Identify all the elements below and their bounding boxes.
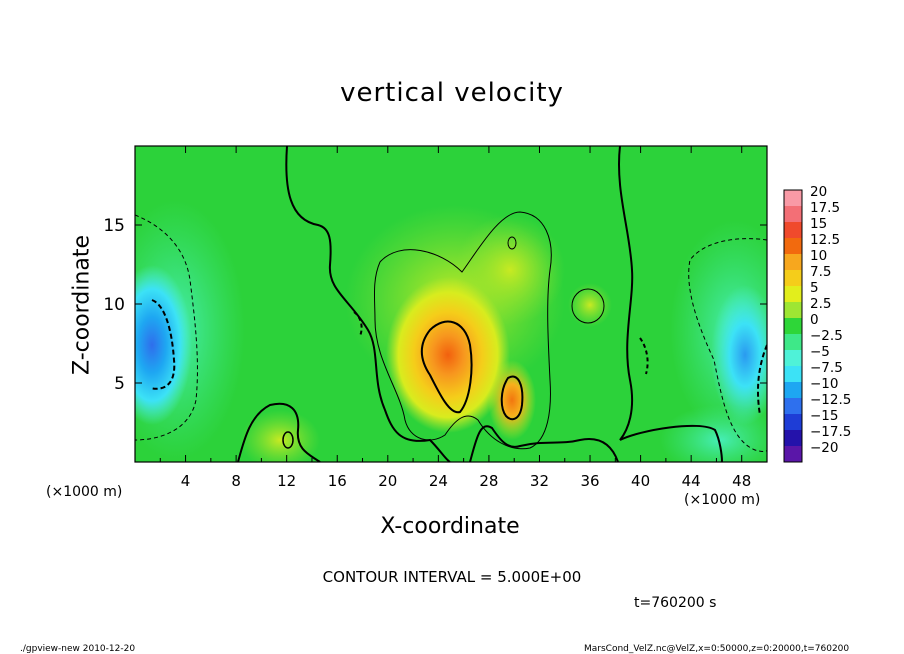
colorbar-swatch	[784, 382, 802, 399]
colorbar: 2017.51512.5107.552.50−2.5−5−7.5−10−12.5…	[783, 184, 851, 463]
colorbar-swatch	[784, 414, 802, 431]
colorbar-swatch	[784, 222, 802, 239]
colorbar-swatch	[784, 190, 802, 207]
contour-interval-label: CONTOUR INTERVAL = 5.000E+00	[322, 568, 582, 586]
colorbar-swatch	[784, 238, 802, 255]
downdraft-core-left	[135, 265, 192, 425]
colorbar-swatch	[784, 318, 802, 335]
time-label: t=760200 s	[634, 595, 717, 611]
warm-region-left-bottom	[240, 410, 320, 462]
contour-minus5-right	[688, 238, 767, 452]
contour-minus10-left	[149, 299, 176, 390]
colorbar-swatch	[784, 302, 802, 319]
x-axis-label: X-coordinate	[380, 514, 520, 539]
contour-five-small	[571, 288, 605, 324]
chart-title: vertical velocity	[340, 78, 564, 108]
colorbar-label: −20	[810, 440, 839, 456]
x-tick-label: 12	[277, 472, 296, 490]
colorbar-label: 17.5	[810, 200, 840, 216]
y-tick-label: 15	[103, 216, 125, 236]
x-unit-label-right: (×1000 m)	[684, 492, 761, 508]
x-tick-label: 48	[732, 472, 751, 490]
downdraft-core-right	[711, 285, 767, 425]
colorbar-swatch	[784, 430, 802, 447]
colorbar-label: 15	[810, 216, 827, 232]
colorbar-swatch	[784, 366, 802, 383]
colorbar-label: 12.5	[810, 232, 840, 248]
y-tick-label: 10	[103, 295, 125, 315]
colorbar-label: −10	[810, 376, 839, 392]
colorbar-label: 5	[810, 280, 819, 296]
x-unit-label-left: (×1000 m)	[46, 484, 123, 500]
footer-program-info: ./gpview-new 2010-12-20	[20, 644, 136, 654]
x-tick-label: 40	[631, 472, 650, 490]
x-tick-label: 20	[378, 472, 397, 490]
y-axis-ticks: 5 10 15	[103, 216, 767, 394]
colorbar-swatch	[784, 270, 802, 287]
colorbar-label: −12.5	[810, 392, 851, 408]
colorbar-label: −5	[810, 344, 830, 360]
colorbar-swatch	[784, 446, 802, 463]
colorbar-label: −2.5	[810, 328, 843, 344]
x-tick-label: 16	[328, 472, 347, 490]
colorbar-swatch	[784, 206, 802, 223]
colorbar-swatch	[784, 254, 802, 271]
colorbar-frame	[783, 189, 803, 463]
updraft-core-main	[386, 277, 510, 433]
contour-zero-small-left	[282, 431, 294, 449]
x-tick-label: 28	[479, 472, 498, 490]
contour-minus5-left	[135, 214, 198, 441]
colorbar-label: −15	[810, 408, 839, 424]
footer-data-source: MarsCond_VelZ.nc@VelZ,x=0:50000,z=0:2000…	[584, 644, 850, 654]
colorbar-swatch	[784, 334, 802, 351]
updraft-core-secondary	[488, 360, 536, 440]
colorbar-label: 7.5	[810, 264, 831, 280]
x-tick-label: 24	[429, 472, 448, 490]
x-tick-label: 44	[682, 472, 701, 490]
contour-zero-bottom-left	[237, 402, 321, 462]
colorbar-swatch	[784, 286, 802, 303]
contour-lines	[135, 146, 767, 462]
x-tick-label: 8	[231, 472, 241, 490]
colorbar-swatch	[784, 350, 802, 367]
colorbar-label: 2.5	[810, 296, 831, 312]
colorbar-label: −17.5	[810, 424, 851, 440]
contour-zero-dashes-left	[353, 311, 363, 337]
y-axis-label: Z-coordinate	[69, 235, 95, 375]
colorbar-swatch	[784, 398, 802, 415]
x-tick-label: 32	[530, 472, 549, 490]
colorbar-label: 0	[810, 312, 819, 328]
x-tick-label: 4	[181, 472, 191, 490]
x-tick-label: 36	[580, 472, 599, 490]
contour-zero-dashes-right	[639, 337, 649, 375]
contour-five	[373, 211, 552, 450]
contour-five-tiny	[507, 236, 517, 250]
y-tick-label: 5	[114, 374, 125, 394]
contour-ten-main	[420, 320, 473, 414]
contour-zero-right	[618, 146, 723, 462]
colorbar-label: 10	[810, 248, 827, 264]
x-axis-ticks: 4 8 12 16 20 24 28 32 36 40 44 48	[159, 146, 751, 490]
colorbar-label: 20	[810, 184, 827, 200]
contour-ten-secondary	[500, 375, 524, 421]
colorbar-label: −7.5	[810, 360, 843, 376]
